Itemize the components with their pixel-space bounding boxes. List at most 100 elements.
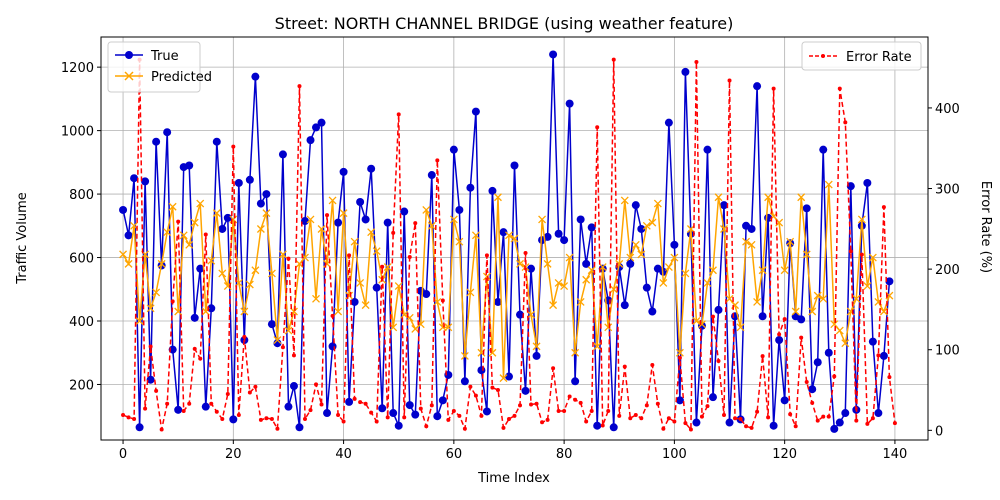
true-point xyxy=(802,204,811,213)
error-point xyxy=(154,388,159,393)
true-point xyxy=(830,424,839,433)
true-point xyxy=(300,217,309,226)
true-point xyxy=(780,396,789,405)
error-point xyxy=(143,406,148,411)
error-point xyxy=(165,401,170,406)
error-point xyxy=(418,406,423,411)
legend-predicted-marker xyxy=(124,71,134,81)
predicted-point xyxy=(218,269,227,278)
predicted-point xyxy=(857,215,866,224)
error-point xyxy=(286,256,291,261)
true-point xyxy=(532,351,541,360)
error-point xyxy=(622,364,627,369)
true-point xyxy=(879,351,888,360)
predicted-point xyxy=(273,336,282,345)
predicted-point xyxy=(339,209,348,218)
predicted-point xyxy=(361,301,370,310)
predicted-point xyxy=(350,237,359,246)
true-point xyxy=(174,405,183,414)
legend-error-rate: Error Rate xyxy=(801,41,922,71)
predicted-point xyxy=(609,285,618,294)
true-point xyxy=(885,277,894,286)
true-point xyxy=(278,150,287,159)
true-point xyxy=(808,385,817,394)
error-point xyxy=(699,414,704,419)
predicted-point xyxy=(482,272,491,281)
predicted-point xyxy=(852,294,861,303)
true-point xyxy=(648,307,657,316)
predicted-point xyxy=(824,180,833,189)
predicted-point xyxy=(648,218,657,227)
true-point xyxy=(758,312,767,321)
error-point xyxy=(644,403,649,408)
predicted-point xyxy=(367,228,376,237)
error-point xyxy=(650,363,655,368)
predicted-point xyxy=(571,348,580,357)
error-point xyxy=(181,408,186,413)
true-point xyxy=(295,423,304,432)
predicted-point xyxy=(626,253,635,262)
error-point xyxy=(777,332,782,337)
true-point xyxy=(317,118,326,127)
error-point xyxy=(727,78,732,83)
predicted-point xyxy=(543,259,552,268)
true-point xyxy=(769,421,778,430)
predicted-point xyxy=(422,205,431,214)
predicted-point xyxy=(697,320,706,329)
predicted-point xyxy=(449,215,458,224)
true-point xyxy=(334,218,343,227)
error-point xyxy=(595,125,600,130)
x-tick-label: 0 xyxy=(119,447,127,462)
predicted-point xyxy=(317,225,326,233)
predicted-point xyxy=(841,339,850,348)
y2-tick-label: 100 xyxy=(935,344,960,359)
error-point xyxy=(804,379,809,384)
error-point xyxy=(330,313,335,318)
predicted-point xyxy=(312,294,320,303)
predicted-point xyxy=(780,266,789,275)
y2-tick-label: 400 xyxy=(935,102,960,117)
predicted-point xyxy=(786,237,795,246)
predicted-point xyxy=(278,250,287,259)
true-point xyxy=(146,375,155,384)
error-point xyxy=(187,401,192,406)
series-predicted-line xyxy=(122,184,891,379)
true-point xyxy=(141,177,150,186)
predicted-point xyxy=(703,278,712,287)
true-point xyxy=(675,396,684,405)
error-point xyxy=(473,393,478,398)
true-point xyxy=(367,164,376,173)
error-point xyxy=(744,424,749,429)
error-point xyxy=(457,413,462,418)
predicted-point xyxy=(725,294,734,303)
error-point xyxy=(722,413,727,418)
true-point xyxy=(345,397,354,406)
error-point xyxy=(231,144,236,149)
error-point xyxy=(258,417,263,422)
error-point xyxy=(606,408,611,413)
predicted-point xyxy=(460,351,469,360)
true-point xyxy=(135,423,144,432)
true-point xyxy=(813,358,822,367)
error-point xyxy=(380,264,385,269)
y-axis-label: Traffic Volume xyxy=(15,192,30,285)
predicted-point xyxy=(334,307,343,316)
error-point xyxy=(611,57,616,62)
error-point xyxy=(854,418,859,423)
axes: 0 20 40 60 80 100 120 140 200 400 600 800 1000 1200 0 1… xyxy=(61,61,960,462)
true-point xyxy=(427,171,436,180)
error-point xyxy=(297,84,302,89)
true-point xyxy=(207,304,216,313)
error-point xyxy=(716,359,721,364)
predicted-point xyxy=(868,253,877,262)
predicted-point xyxy=(675,348,684,357)
error-point xyxy=(600,423,605,428)
x-tick-label: 80 xyxy=(556,447,573,462)
true-point xyxy=(714,305,723,314)
true-point xyxy=(753,82,762,91)
predicted-point xyxy=(168,202,177,211)
predicted-point xyxy=(494,193,502,202)
error-point xyxy=(573,397,578,402)
true-point xyxy=(471,107,480,116)
error-point xyxy=(374,419,379,424)
